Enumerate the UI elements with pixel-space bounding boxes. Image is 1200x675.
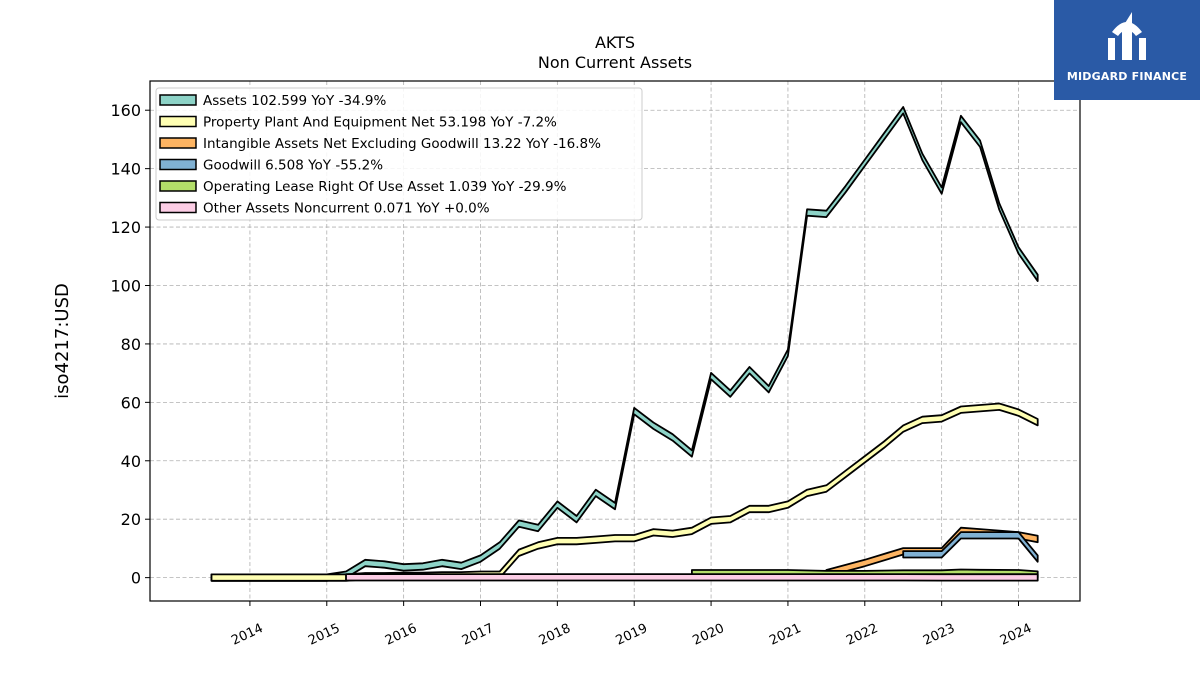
x-tick-label: 2016 <box>383 621 419 649</box>
x-tick-label: 2023 <box>921 621 957 649</box>
x-tick-label: 2024 <box>998 621 1034 649</box>
legend-swatch <box>159 115 197 128</box>
y-tick-label: 40 <box>121 452 141 471</box>
x-tick-label: 2019 <box>614 621 650 649</box>
series-layer <box>210 106 1039 582</box>
x-tick-label: 2018 <box>537 621 573 649</box>
y-tick-label: 160 <box>110 101 141 120</box>
y-tick-label: 0 <box>131 569 141 588</box>
logo-text: MIDGARD FINANCE <box>1066 70 1188 83</box>
legend-swatch <box>159 94 197 106</box>
series-band-property-plant-and-equipment-net <box>210 402 1039 582</box>
midgard-logo-icon <box>1108 12 1146 60</box>
y-axis-label: iso4217:USD <box>52 283 73 399</box>
x-tick-label: 2014 <box>229 621 265 649</box>
legend: Assets 102.599 YoY -34.9% Property Plant … <box>155 87 643 221</box>
legend-swatch <box>159 201 197 214</box>
series-band-assets <box>210 106 1039 582</box>
legend-swatch <box>159 158 197 171</box>
x-tick-label: 2020 <box>690 621 726 649</box>
y-tick-label: 60 <box>121 393 141 412</box>
legend-swatch <box>159 180 197 192</box>
plot-frame <box>149 80 1081 602</box>
midgard-finance-logo: MIDGARD FINANCE <box>1054 0 1200 100</box>
y-tick-label: 120 <box>110 218 141 237</box>
series-band-other-assets-noncurrent <box>345 573 1039 582</box>
y-tick-label: 140 <box>110 160 141 179</box>
x-tick-label: 2021 <box>767 621 803 649</box>
x-tick-label: 2022 <box>844 621 880 649</box>
y-tick-label: 80 <box>121 335 141 354</box>
chart-subtitle: Non Current Assets <box>538 53 692 72</box>
x-tick-label: 2017 <box>460 621 496 649</box>
chart-title: AKTS <box>595 33 635 52</box>
legend-swatch <box>159 137 197 149</box>
legend-label: Assets 102.599 YoY -34.9% <box>203 93 387 109</box>
legend-label: Operating Lease Right Of Use Asset 1.039… <box>203 179 567 195</box>
series-band-goodwill <box>902 531 1039 563</box>
x-tick-label: 2015 <box>306 621 342 649</box>
y-tick-label: 20 <box>121 510 141 529</box>
legend-label: Property Plant And Equipment Net 53.198 … <box>203 115 557 131</box>
legend-label: Other Assets Noncurrent 0.071 YoY +0.0% <box>203 201 490 217</box>
y-tick-label: 100 <box>110 276 141 295</box>
legend-label: Intangible Assets Net Excluding Goodwill… <box>203 136 601 152</box>
legend-box <box>155 87 643 221</box>
legend-label: Goodwill 6.508 YoY -55.2% <box>203 158 383 174</box>
